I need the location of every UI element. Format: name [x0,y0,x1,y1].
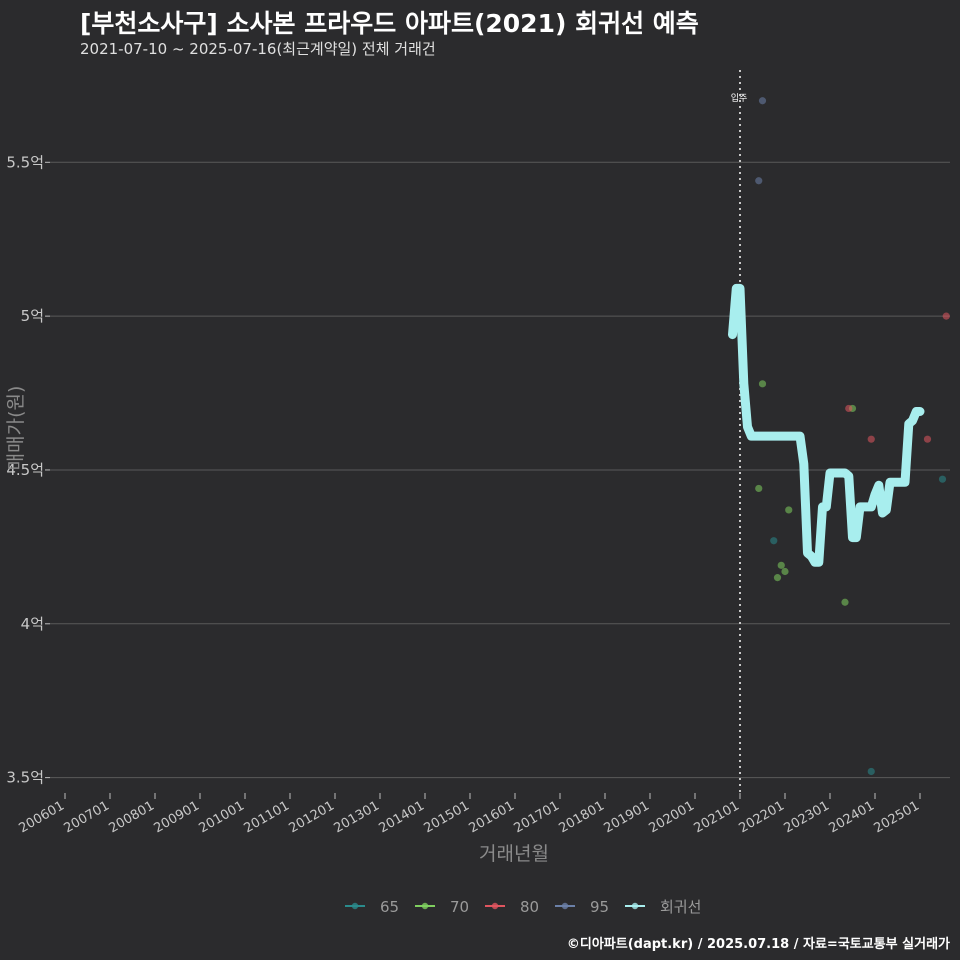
legend-label-70: 70 [450,898,469,916]
y-axis-label: 매매가(원) [5,386,27,471]
data-point-70 [841,598,849,606]
data-point-80 [923,435,932,443]
x-tick-label: 200601 [17,798,67,836]
y-axis-ticks: 3.5억 4억 4.5억 5억 5.5억 [6,153,50,787]
x-tick-label: 201101 [242,798,292,836]
data-point-70 [758,380,767,388]
regression-line-layer [728,283,925,567]
annotation-layer: 입주 [731,70,748,793]
data-point-80 [942,312,950,320]
chart-title: [부천소사구] 소사본 프라우드 아파트(2021) 회귀선 예측 [80,9,699,38]
source-caption: ©디아파트(dapt.kr) / 2025.07.18 / 자료=국토교통부 실… [566,937,950,952]
x-tick-label: 202101 [692,798,742,836]
data-point-70 [785,506,793,514]
chart-subtitle: 2021-07-10 ~ 2025-07-16(최근계약일) 전체 거래건 [80,40,436,58]
x-tick-label: 200901 [152,798,202,836]
legend-label-65: 65 [380,898,399,916]
x-tick-label: 202201 [737,798,787,836]
x-tick-label: 201801 [557,798,607,836]
data-point-80 [867,435,875,443]
x-tick-label: 202501 [872,798,922,836]
legend-label-80: 80 [520,898,539,916]
x-tick-label: 201201 [287,798,337,836]
legend-marker-65 [351,902,359,910]
data-point-70 [773,574,782,582]
y-tick-label: 4억 [21,615,44,633]
data-point-95 [758,97,767,105]
x-tick-label: 201901 [602,798,652,836]
x-tick-label: 201401 [377,798,427,836]
x-tick-label: 201301 [332,798,382,836]
x-tick-label: 200701 [62,798,112,836]
x-tick-label: 201001 [197,798,247,836]
legend: 65 70 80 95 회귀선 [345,898,701,916]
data-point-70 [777,561,785,569]
data-point-70 [755,484,763,493]
legend-label-회귀선: 회귀선 [660,898,701,916]
data-point-65 [867,767,875,776]
y-tick-label: 5.5억 [6,153,44,171]
x-tick-label: 202301 [782,798,832,836]
legend-marker-70 [421,902,429,910]
data-point-65 [938,475,947,483]
data-point-65 [770,537,778,545]
legend-label-95: 95 [590,898,609,916]
x-tick-label: 201601 [467,798,517,836]
x-tick-label: 202401 [827,798,877,836]
y-tick-label: 5억 [21,307,44,325]
x-tick-label: 201501 [422,798,472,836]
y-tick-label: 4.5억 [6,461,44,479]
x-axis-ticks: 2006012007012008012009012010012011012012… [17,793,922,836]
data-point-80 [845,404,853,413]
x-tick-label: 201701 [512,798,562,836]
x-tick-label: 200801 [107,798,157,836]
move-in-label: 입주 [731,92,748,104]
regression-line [728,283,925,567]
y-tick-label: 3.5억 [6,769,44,787]
legend-marker-회귀선 [631,902,639,910]
legend-marker-80 [491,902,499,910]
x-tick-label: 202001 [647,798,697,836]
grid-lines [50,161,950,779]
data-point-70 [781,567,789,576]
legend-marker-95 [561,902,569,910]
x-axis-label: 거래년월 [479,843,549,865]
data-point-95 [755,177,763,185]
scatter-points [755,97,950,776]
